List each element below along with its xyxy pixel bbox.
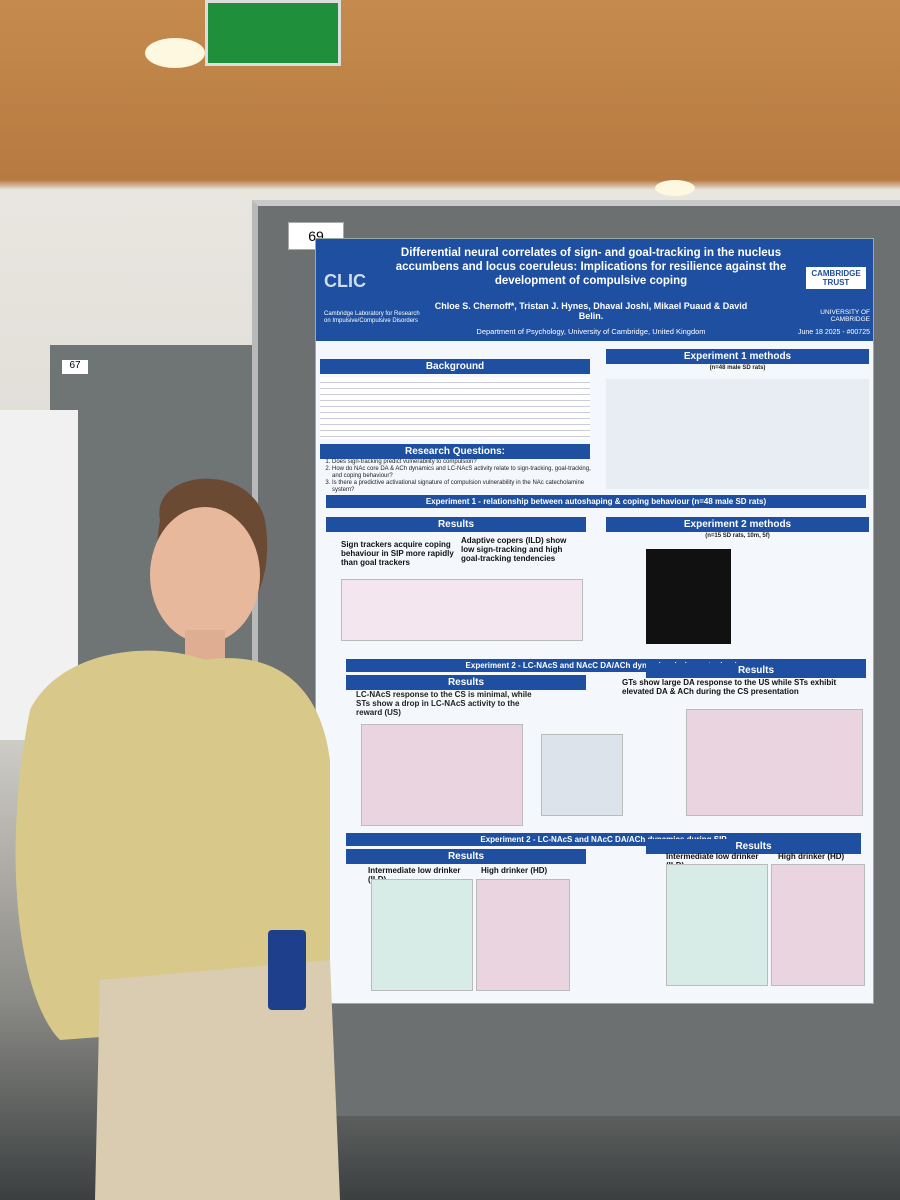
affiliation: Department of Psychology, University of … — [476, 327, 706, 336]
section-header: Results — [346, 849, 586, 864]
ceiling-light — [655, 180, 695, 196]
sponsor: CAMBRIDGE TRUST — [806, 267, 866, 289]
finding: GTs show large DA response to the US whi… — [622, 678, 837, 696]
exit-sign — [205, 0, 341, 66]
question: How do NAc core DA & ACh dynamics and LC… — [332, 466, 592, 480]
university: UNIVERSITY OF CAMBRIDGE — [820, 309, 870, 323]
section-header: Results — [346, 675, 586, 690]
section-header: Background — [320, 359, 590, 374]
neighbor-board-number: 67 — [62, 360, 88, 374]
sample-size: (n=15 SD rats, 10m, 5f) — [705, 533, 770, 539]
figure — [541, 734, 623, 816]
background-text — [320, 377, 590, 439]
poster-title: Differential neural correlates of sign- … — [395, 247, 787, 287]
poster: CLIC Cambridge Laboratory for Research o… — [315, 238, 874, 1004]
figure — [771, 864, 865, 986]
figure — [361, 724, 523, 826]
figure — [341, 579, 583, 641]
finding: LC-NAcS response to the CS is minimal, w… — [356, 690, 532, 717]
section-header: Results — [646, 839, 861, 854]
histology-figure — [646, 549, 731, 644]
section-header: Experiment 1 methods — [606, 349, 869, 364]
figure — [371, 879, 473, 991]
title-band — [316, 239, 873, 341]
section-header: Results — [646, 663, 866, 678]
panel-label: High drinker (HD) — [778, 852, 845, 861]
face — [150, 507, 260, 643]
methods-figure — [606, 379, 869, 489]
section-header: Experiment 2 methods — [606, 517, 869, 532]
figure — [666, 864, 768, 986]
section-header: Results — [326, 517, 586, 532]
sample-size: (n=48 male SD rats) — [709, 365, 766, 371]
section-banner: Experiment 1 - relationship between auto… — [326, 495, 866, 508]
trousers — [95, 960, 340, 1200]
finding: Adaptive copers (ILD) show low sign-trac… — [461, 536, 567, 563]
questions-list: Does sign-tracking predict vulnerability… — [320, 459, 592, 493]
question: Does sign-tracking predict vulnerability… — [332, 459, 592, 466]
lab-logo: CLIC — [324, 271, 366, 291]
date: June 18 2025 - #00725 — [797, 329, 870, 336]
panel-label: High drinker (HD) — [481, 866, 548, 875]
lab-name: Cambridge Laboratory for Research on Imp… — [324, 311, 420, 324]
question: Is there a predictive activational signa… — [332, 480, 592, 494]
figure — [686, 709, 863, 816]
section-header: Research Questions: — [320, 444, 590, 459]
authors: Chloe S. Chernoff*, Tristan J. Hynes, Dh… — [434, 301, 748, 321]
figure — [476, 879, 570, 991]
badge — [268, 930, 306, 1010]
ceiling-light — [145, 38, 205, 68]
person — [15, 478, 340, 1200]
finding: Sign trackers acquire coping behaviour i… — [341, 540, 454, 567]
shirt — [15, 650, 331, 1040]
